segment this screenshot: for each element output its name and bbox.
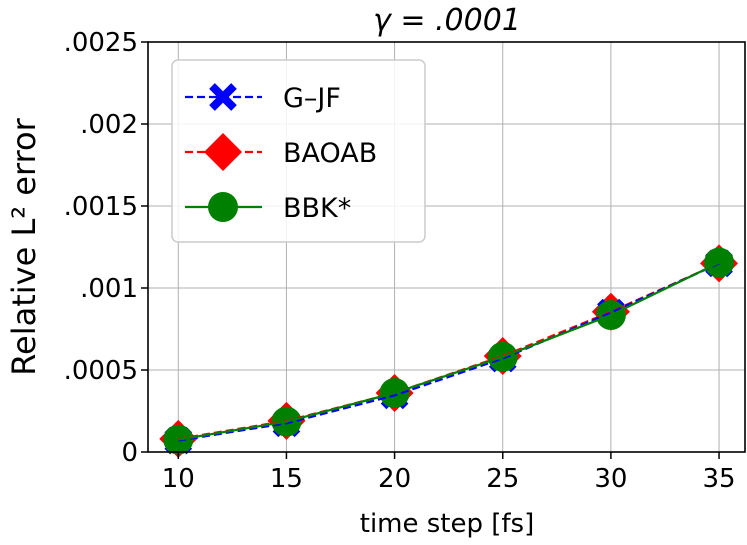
legend: G–JF BAOAB BBK*	[171, 59, 426, 243]
series-baoab	[159, 244, 739, 458]
legend-label: BAOAB	[283, 138, 377, 169]
legend-marker	[208, 192, 238, 222]
legend-entry-bbk: BBK*	[185, 192, 351, 224]
series-layer	[159, 244, 739, 458]
x-tick-label: 25	[486, 464, 519, 494]
x-axis-ticks: 10 15 20 25 30 35	[162, 452, 736, 494]
y-axis-ticks: 0 .0005 .001 .0015 .002 .0025	[64, 28, 148, 468]
y-tick-label: .001	[80, 274, 138, 304]
y-axis-label: Relative L² error	[5, 117, 43, 375]
x-tick-label: 10	[162, 464, 195, 494]
y-tick-label: .0025	[64, 28, 138, 58]
legend-marker	[204, 133, 242, 171]
legend-marker	[209, 83, 237, 111]
y-tick-label: 0	[121, 438, 138, 468]
legend-label: G–JF	[283, 83, 341, 114]
x-tick-label: 15	[270, 464, 303, 494]
series-line-g-jf	[178, 262, 720, 442]
y-tick-label: .0015	[64, 192, 138, 222]
x-axis-label: time step [fs]	[360, 509, 535, 539]
y-tick-label: .002	[80, 110, 138, 140]
x-tick-label: 30	[594, 464, 627, 494]
legend-label: BBK*	[283, 193, 351, 224]
chart-title: γ = .0001	[373, 3, 521, 38]
series-bbk	[163, 247, 735, 455]
series-g-jf	[164, 249, 733, 455]
series-line-baoab	[178, 262, 720, 440]
legend-entry-g-jf: G–JF	[185, 83, 341, 114]
x-tick-label: 35	[702, 464, 735, 494]
series-line-bbk	[178, 261, 720, 441]
plot-frame	[147, 41, 746, 453]
legend-entry-baoab: BAOAB	[185, 133, 377, 171]
x-tick-label: 20	[378, 464, 411, 494]
y-tick-label: .0005	[64, 356, 138, 386]
